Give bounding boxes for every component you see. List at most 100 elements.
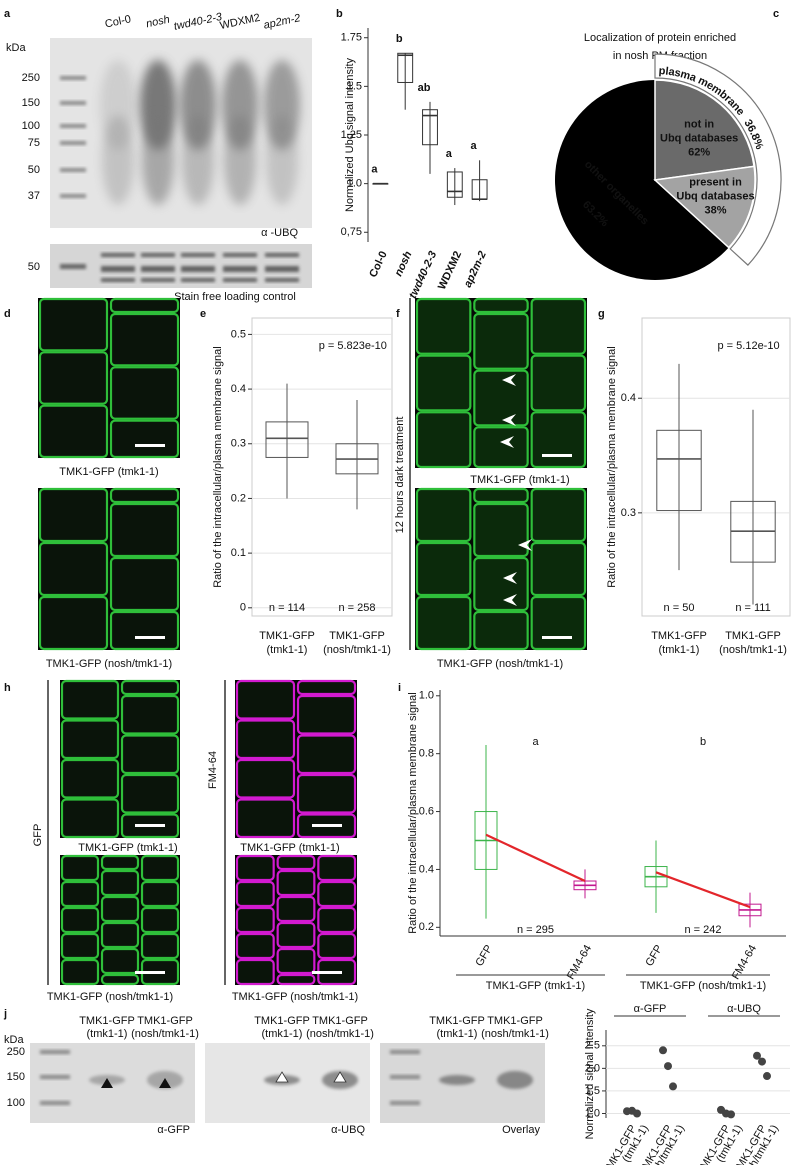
cell-wall [317, 880, 357, 908]
loading-band [223, 266, 257, 272]
cell-wall [140, 854, 180, 882]
x-tick-label: (nosh/tmk1-1) [719, 644, 787, 656]
arrowhead [503, 594, 517, 606]
dot [669, 1082, 677, 1091]
plot-frame [641, 317, 791, 617]
x-tick-label: ap2m-2 [462, 249, 489, 289]
caption: TMK1-GFP (tmk1-1) [78, 842, 177, 854]
cell-wall [60, 798, 120, 839]
lane-label: nosh [145, 14, 171, 31]
cell-wall [235, 719, 296, 760]
cell-wall [120, 694, 180, 735]
dot [758, 1057, 766, 1066]
x-tick-label: GFP [473, 943, 495, 969]
cell-wall [530, 411, 587, 469]
cell-wall [100, 869, 140, 897]
dot [633, 1109, 641, 1118]
cell-wall [38, 297, 109, 352]
letter: a [471, 140, 478, 152]
marker-band [60, 141, 86, 145]
dot [763, 1072, 771, 1081]
cell-wall [235, 932, 275, 960]
cell-wall [109, 610, 180, 651]
group-label: α-GFP [634, 1003, 667, 1015]
blot-label: α-GFP [157, 1124, 190, 1136]
cell-wall [140, 932, 180, 960]
marker-band [40, 1050, 70, 1054]
lane-label: WDXM2 [219, 12, 262, 32]
lane-label: (nosh/tmk1-1) [131, 1028, 199, 1040]
cell-wall [473, 426, 529, 469]
marker-band [40, 1101, 70, 1105]
loading-band [181, 253, 215, 257]
y-tick-label: 0.1 [231, 547, 246, 559]
marker-band [60, 168, 86, 172]
n-label: n = 114 [269, 602, 305, 614]
cell-wall [109, 297, 180, 314]
caption: TMK1-GFP (nosh/tmk1-1) [437, 658, 563, 670]
y-tick-label: 2.5 [585, 1040, 600, 1052]
lane-label: TMK1-GFP [254, 1015, 310, 1027]
loading-band [141, 253, 175, 257]
channel-label: GFP [32, 824, 44, 847]
caption: TMK1-GFP (nosh/tmk1-1) [47, 991, 173, 1003]
lane-label: twd40-2-3 [173, 11, 224, 33]
x-tick-label: (nosh/tmk1-1) [323, 644, 391, 656]
marker-band [390, 1075, 420, 1079]
y-tick-label: 1.5 [347, 80, 362, 92]
scale-bar [312, 824, 342, 827]
cell-wall [473, 556, 529, 612]
cell-wall [120, 773, 180, 814]
n-label: n = 258 [338, 602, 375, 614]
y-tick-label: 1.5 [585, 1085, 600, 1097]
blot-label: Overlay [502, 1124, 540, 1136]
marker-label: 37 [28, 190, 40, 202]
cell-wall [473, 369, 529, 427]
y-tick-label: 1.25 [341, 129, 362, 141]
lane-label: Col-0 [104, 13, 132, 30]
loading-band [101, 266, 135, 272]
scale-bar [135, 444, 165, 447]
dot [664, 1062, 672, 1071]
arrowhead [333, 1071, 347, 1083]
smear [102, 115, 134, 205]
letter: b [700, 736, 706, 748]
cell-wall [140, 880, 180, 908]
box [656, 429, 702, 512]
pie-slice [654, 79, 755, 181]
box [265, 421, 309, 458]
loading-band [223, 278, 257, 282]
mean-line [485, 833, 586, 883]
group-label: α-UBQ [727, 1003, 761, 1015]
y-tick-label: 0.6 [419, 805, 434, 817]
cell-wall [473, 610, 529, 651]
cell-wall [317, 906, 357, 934]
y-axis-label: Ratio of the intracellular/plasma membra… [407, 692, 419, 934]
slice-label: Ubq databases [676, 190, 754, 202]
loading-band [223, 253, 257, 257]
dot [659, 1046, 667, 1055]
marker-label: 250 [22, 72, 40, 84]
mean-line [655, 871, 751, 909]
scale-bar [312, 971, 342, 974]
lane-label: TMK1-GFP [79, 1015, 135, 1027]
cell-wall [109, 419, 180, 459]
cell-wall [60, 854, 100, 882]
cell-wall [38, 487, 109, 543]
lane-label: (tmk1-1) [87, 1028, 128, 1040]
cell-wall [109, 312, 180, 367]
loading-band [265, 266, 299, 272]
arrowhead [502, 374, 516, 386]
cell-wall [100, 921, 140, 949]
pie-ring [654, 53, 782, 266]
x-tick-label: TMK1-GFP [329, 630, 385, 642]
panel-label: a [4, 8, 11, 20]
y-tick-label: 1.75 [341, 32, 362, 44]
group-label: TMK1-GFP (tmk1-1) [486, 980, 585, 992]
panel-label: j [3, 1008, 7, 1020]
letter: ab [418, 82, 431, 94]
cell-wall [415, 411, 472, 469]
arrowhead [101, 1078, 113, 1088]
cell-wall [473, 487, 529, 504]
